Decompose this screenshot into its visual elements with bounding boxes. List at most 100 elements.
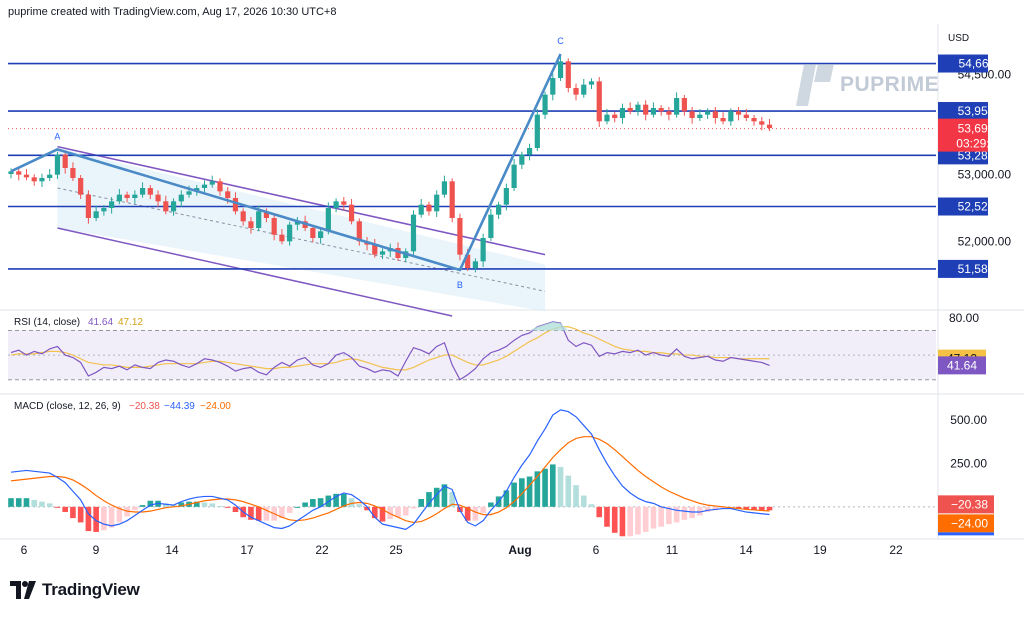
candle-body	[666, 111, 672, 115]
macd-histogram-bar	[263, 506, 270, 521]
macd-histogram-bar	[402, 506, 409, 516]
candle-body	[379, 251, 386, 255]
rsi-ma-line	[10, 326, 770, 371]
rsi-badge	[938, 356, 986, 375]
candle-body	[496, 204, 502, 215]
macd-histogram-bar	[15, 498, 22, 507]
macd-histogram-bar	[170, 505, 177, 507]
time-tick-label: 22	[889, 543, 903, 557]
tradingview-logo[interactable]: TradingView	[10, 580, 140, 600]
candle-body	[418, 204, 424, 215]
macd-histogram-bar	[441, 484, 448, 507]
candle-body	[170, 201, 177, 212]
last-price-badge	[938, 118, 988, 152]
candle-body	[573, 88, 579, 95]
candle-body	[449, 181, 455, 218]
macd-histogram-bar	[108, 506, 115, 528]
macd-histogram-bar	[519, 478, 525, 507]
macd-histogram-bar	[379, 506, 386, 522]
candle-body	[209, 181, 215, 185]
macd-histogram-bar	[573, 485, 579, 507]
candle-body	[263, 211, 270, 218]
candle-body	[658, 108, 664, 112]
candle-body	[155, 194, 161, 202]
candle-body	[588, 81, 595, 85]
candle-body	[186, 191, 192, 195]
macd-histogram-bar	[720, 506, 726, 509]
abc-wave-line	[10, 53, 562, 272]
candle-body	[271, 218, 277, 235]
countdown-label: 03:29:22	[956, 137, 1003, 151]
macd-histogram-bar	[248, 506, 254, 520]
macd-histogram-bar	[697, 506, 703, 516]
macd-histogram-bar	[178, 502, 185, 507]
tradingview-icon	[10, 581, 36, 599]
macd-signal-value-text: −24.00	[200, 401, 231, 412]
rsi-value-text: 41.64	[88, 317, 113, 328]
macd-histogram-bar	[132, 506, 138, 511]
rsi-ma-value-text: 47.12	[118, 317, 143, 328]
time-tick-label: 9	[93, 543, 100, 557]
macd-signal-badge-label: −24.00	[951, 516, 988, 530]
macd-histogram-bar	[449, 492, 455, 507]
candle-body	[341, 201, 347, 205]
candle-body	[109, 201, 115, 208]
macd-histogram-bar	[77, 506, 84, 523]
macd-histogram-bar	[286, 506, 293, 513]
macd-histogram-bar	[255, 506, 262, 521]
macd-title: MACD (close, 12, 26, 9)	[14, 401, 121, 412]
macd-histogram-bar	[704, 506, 711, 513]
candle-body	[78, 178, 84, 195]
macd-histogram-bar	[488, 502, 494, 507]
candle-body	[116, 194, 122, 202]
candle-body	[705, 111, 711, 115]
time-tick-label: 25	[389, 543, 403, 557]
candle-body	[635, 104, 641, 112]
candle-body	[519, 154, 525, 165]
candle-body	[619, 108, 626, 118]
candle-body	[759, 121, 765, 125]
macd-histogram-bar	[712, 506, 719, 511]
macd-histogram-bar	[751, 506, 757, 510]
macd-histogram-bar	[317, 498, 324, 507]
macd-histogram-bar	[604, 506, 610, 527]
candle-body	[674, 98, 680, 115]
candle-body	[294, 221, 300, 225]
price-tick-label: 52,000.00	[958, 234, 1012, 248]
candle-body	[31, 177, 37, 182]
macd-histogram-bar	[542, 468, 548, 507]
rsi-overbought-fill	[529, 321, 569, 331]
time-tick-label: 14	[165, 543, 179, 557]
candle-body	[766, 124, 773, 128]
candle-body	[124, 194, 130, 198]
macd-histogram-bar	[395, 506, 401, 518]
candle-body	[348, 204, 355, 222]
candle-body	[47, 174, 53, 178]
candle-body	[23, 174, 30, 178]
macd-hist-badge	[938, 495, 994, 514]
macd-histogram-bar	[23, 498, 30, 507]
level-price-label: 53,289.61	[958, 148, 1012, 162]
candle-body	[612, 114, 618, 118]
macd-histogram-bar	[588, 504, 595, 507]
level-price-badge	[938, 197, 988, 216]
macd-value-text: −44.39	[164, 401, 195, 412]
level-price-badge	[938, 102, 988, 121]
macd-histogram-bar	[550, 464, 556, 507]
macd-tick-label: 250.00	[950, 457, 987, 471]
candle-body	[39, 178, 45, 182]
macd-histogram-bar	[426, 492, 432, 507]
wave-label: C	[557, 36, 564, 46]
candle-body	[310, 228, 316, 238]
channel-lower-line	[57, 227, 453, 317]
candle-body	[356, 221, 362, 242]
macd-histogram-bar	[31, 499, 38, 507]
candle-body	[565, 61, 571, 88]
channel-upper-line	[57, 145, 546, 256]
macd-hist-badge-label: −20.38	[951, 497, 988, 511]
macd-histogram-bar	[279, 506, 285, 519]
macd-tick-label: 500.00	[950, 413, 987, 427]
macd-histogram-bar	[580, 495, 587, 507]
macd-histogram-bar	[387, 506, 394, 519]
